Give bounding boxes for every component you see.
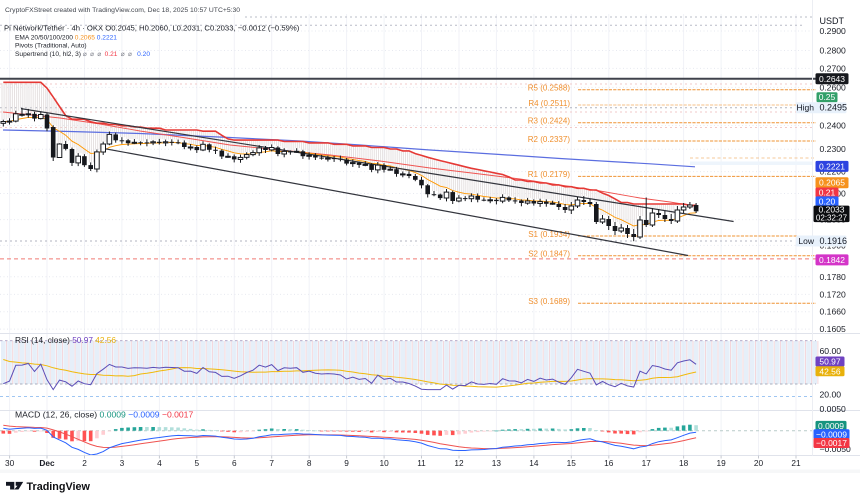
svg-text:16: 16	[604, 458, 614, 468]
svg-text:3: 3	[120, 458, 125, 468]
svg-text:R4 (0.2511): R4 (0.2511)	[528, 99, 570, 108]
svg-text:Dec: Dec	[39, 458, 55, 468]
svg-text:30: 30	[5, 458, 15, 468]
svg-text:12: 12	[454, 458, 464, 468]
svg-text:0.2800: 0.2800	[820, 46, 847, 56]
svg-text:19: 19	[716, 458, 726, 468]
svg-text:0.25: 0.25	[819, 92, 836, 102]
svg-text:4: 4	[157, 458, 162, 468]
svg-text:0.2495: 0.2495	[820, 103, 848, 113]
svg-text:S2 (0.1847): S2 (0.1847)	[528, 250, 570, 259]
svg-text:5: 5	[194, 458, 199, 468]
svg-text:10: 10	[379, 458, 389, 468]
svg-text:6: 6	[232, 458, 237, 468]
svg-text:13: 13	[492, 458, 502, 468]
svg-text:Low: Low	[798, 236, 814, 246]
svg-text:14: 14	[529, 458, 539, 468]
svg-text:20: 20	[754, 458, 764, 468]
svg-text:TradingView: TradingView	[27, 481, 91, 493]
svg-text:15: 15	[567, 458, 577, 468]
svg-text:EMA 20/50/100/200 0.2065 0.222: EMA 20/50/100/200 0.2065 0.2221	[15, 34, 117, 41]
svg-text:42.56: 42.56	[819, 366, 841, 376]
svg-text:8: 8	[307, 458, 312, 468]
svg-text:0.2300: 0.2300	[820, 144, 847, 154]
svg-text:18: 18	[679, 458, 689, 468]
svg-text:0.1720: 0.1720	[820, 289, 847, 299]
svg-text:0.0050: 0.0050	[820, 404, 847, 414]
svg-text:9: 9	[344, 458, 349, 468]
svg-text:17: 17	[642, 458, 652, 468]
svg-text:0.1605: 0.1605	[820, 324, 847, 334]
svg-text:21: 21	[791, 458, 801, 468]
svg-text:MACD (12, 26, close) 0.0009 −0: MACD (12, 26, close) 0.0009 −0.0009 −0.0…	[15, 409, 193, 419]
svg-text:02:32:27: 02:32:27	[816, 213, 848, 222]
svg-text:−0.0017: −0.0017	[816, 438, 847, 448]
svg-text:2: 2	[82, 458, 87, 468]
svg-text:R3 (0.2424): R3 (0.2424)	[528, 117, 571, 126]
svg-text:7: 7	[269, 458, 274, 468]
svg-text:11: 11	[417, 458, 426, 468]
svg-text:R2 (0.2337): R2 (0.2337)	[528, 135, 571, 144]
svg-text:20.00: 20.00	[820, 389, 842, 399]
svg-text:R1 (0.2179): R1 (0.2179)	[528, 170, 571, 179]
svg-text:0.0009: 0.0009	[818, 421, 844, 431]
svg-text:0.2900: 0.2900	[820, 26, 847, 36]
svg-text:0.2400: 0.2400	[820, 121, 847, 131]
svg-text:Pi Network/Tether · 4h · OKX: Pi Network/Tether · 4h · OKX O0.2045, H0…	[4, 24, 300, 33]
svg-text:0.2643: 0.2643	[819, 74, 845, 84]
svg-text:0.1916: 0.1916	[820, 236, 848, 246]
svg-text:0.2221: 0.2221	[819, 161, 845, 171]
svg-text:0.21: 0.21	[819, 188, 836, 198]
svg-text:0.2600: 0.2600	[820, 82, 847, 92]
svg-text:RSI (14, close) 50.97 42.56: RSI (14, close) 50.97 42.56	[15, 335, 116, 345]
svg-text:0.2700: 0.2700	[820, 63, 847, 73]
svg-text:0.1660: 0.1660	[820, 307, 847, 317]
svg-text:High: High	[797, 103, 815, 113]
svg-text:USDT: USDT	[820, 16, 845, 26]
svg-text:CryptoFXStreet created with Tr: CryptoFXStreet created with TradingView.…	[5, 7, 240, 14]
svg-text:−0.0009: −0.0009	[816, 429, 847, 439]
svg-text:−0.0050: −0.0050	[820, 444, 852, 454]
svg-text:S1 (0.1934): S1 (0.1934)	[528, 230, 570, 239]
svg-text:0.2065: 0.2065	[819, 178, 845, 188]
svg-text:S3 (0.1689): S3 (0.1689)	[528, 297, 570, 306]
svg-text:R5 (0.2588): R5 (0.2588)	[528, 84, 571, 93]
svg-text:60.00: 60.00	[820, 346, 842, 356]
svg-text:0.20: 0.20	[819, 196, 836, 206]
svg-text:50.97: 50.97	[819, 357, 841, 367]
svg-text:Pivots (Traditional, Auto): Pivots (Traditional, Auto)	[15, 43, 87, 50]
svg-text:0.2033: 0.2033	[819, 205, 845, 215]
svg-text:Supertrend (10, hl2, 3) ⌀ ⌀ ⌀: Supertrend (10, hl2, 3) ⌀ ⌀ ⌀ 0.21 ⌀ ⌀ 0…	[15, 51, 150, 58]
svg-text:0.1780: 0.1780	[820, 272, 847, 282]
svg-text:0.1842: 0.1842	[819, 255, 845, 265]
